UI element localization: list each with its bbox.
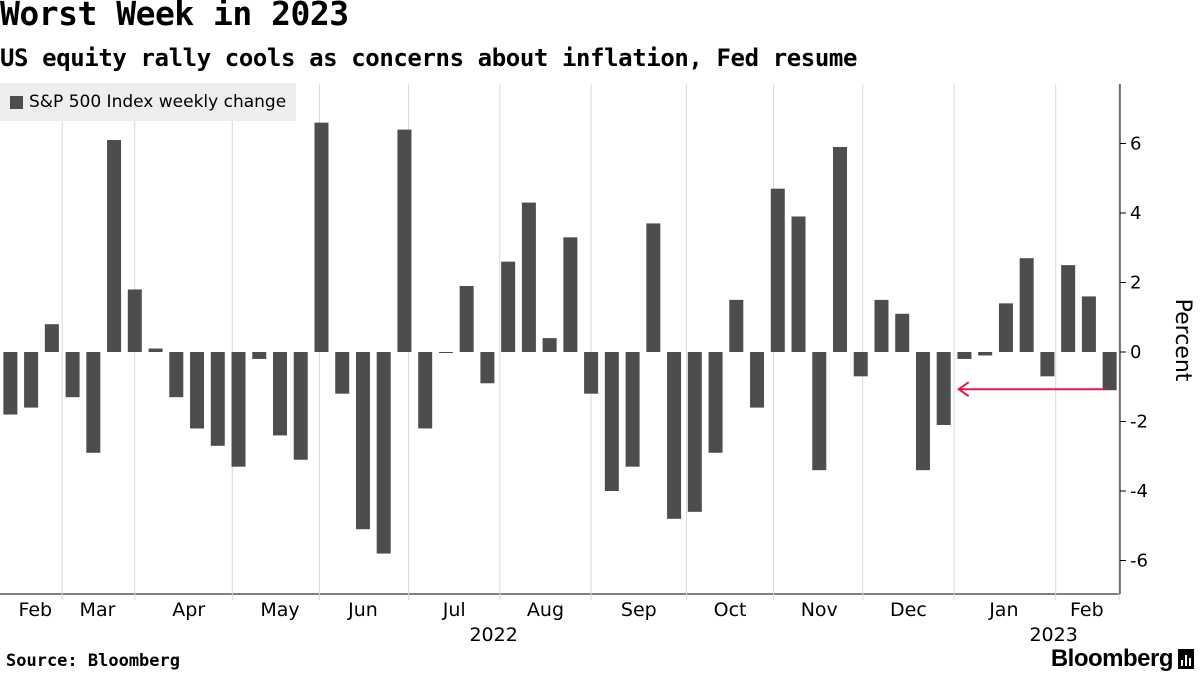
month-label: Jul [442,599,466,621]
bar [190,352,205,429]
month-label: Aug [527,599,564,621]
month-label: Oct [714,599,747,621]
month-label: Dec [890,599,927,621]
bloomberg-logo: Bloomberg [1051,645,1194,673]
bar [169,352,184,398]
bar [978,352,993,356]
y-tick-label: 4 [1130,203,1141,224]
bar [563,237,578,352]
bar [750,352,765,408]
bar [44,324,59,352]
chart-subtitle: US equity rally cools as concerns about … [0,44,858,72]
legend-label: S&P 500 Index weekly change [29,92,287,112]
y-tick-label: -6 [1130,551,1148,572]
bar [646,223,661,352]
bar [501,261,516,352]
month-label: Apr [172,599,205,621]
bar [376,352,391,554]
bar [812,352,827,471]
bar [127,289,142,352]
bar [936,352,951,425]
bar [1040,352,1055,377]
bar [625,352,640,467]
month-label: Feb [1070,599,1104,621]
bar [65,352,80,398]
chart-title: Worst Week in 2023 [0,0,349,33]
y-tick-label: -4 [1130,481,1148,502]
legend: S&P 500 Index weekly change [0,83,297,121]
bar [998,303,1013,352]
bar [729,299,744,353]
bar [397,129,412,352]
bar [210,352,225,446]
year-label: 2023 [1029,624,1077,646]
y-axis-label: Percent [1170,299,1195,382]
year-label: 2022 [469,624,517,646]
bar [1102,352,1117,391]
bar [459,285,474,352]
bar [770,188,785,352]
brand-name: Bloomberg [1050,645,1174,672]
bar [833,146,847,352]
bar [667,352,682,519]
bar [874,299,889,353]
bar [480,352,495,384]
bar [687,352,702,512]
month-label: May [260,599,299,621]
y-tick-label: 2 [1130,273,1141,294]
bar [355,352,370,530]
month-label: Jan [988,599,1018,621]
legend-swatch [10,95,23,109]
bar [24,352,39,408]
y-tick-label: 0 [1130,342,1141,363]
bar [542,338,557,352]
bar [853,352,868,377]
month-label: Jun [347,599,378,621]
bar [915,352,930,471]
bar [273,352,287,436]
bar [957,352,972,359]
bar [252,352,267,359]
y-tick-label: 6 [1130,134,1141,155]
bar [438,352,453,353]
bar [791,216,806,352]
bar [1061,265,1076,353]
bar [148,348,163,352]
bar [521,202,536,352]
source-note: Source: Bloomberg [6,651,180,671]
bar [418,352,433,429]
bar [293,352,308,460]
bar [1019,258,1034,352]
bar [107,140,122,352]
bar [314,122,329,353]
bar [1081,296,1096,352]
y-tick-label: -2 [1130,412,1148,433]
month-label: Feb [18,599,52,621]
month-label: Nov [801,599,838,621]
bar [604,352,619,491]
month-label: Sep [621,599,657,621]
chart-badge-icon [1178,649,1194,669]
bar [895,313,910,352]
bar [86,352,101,453]
bar [708,352,723,453]
bar [584,352,599,394]
bar [3,352,18,415]
bar [335,352,350,394]
bar [231,352,246,467]
annotation-arrow-head [956,381,970,398]
month-label: Mar [80,599,116,621]
